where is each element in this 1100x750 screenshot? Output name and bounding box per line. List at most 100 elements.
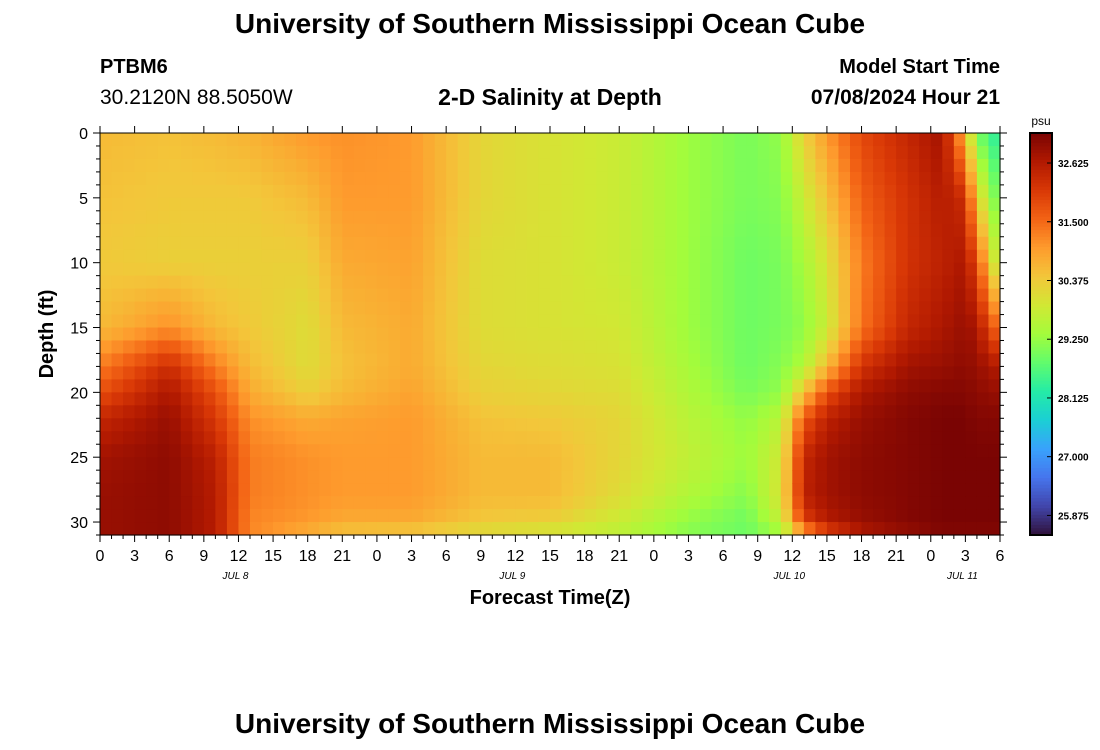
x-tick-label: 18	[853, 548, 871, 565]
heatmap-cell	[526, 509, 540, 523]
heatmap-cell	[550, 431, 563, 445]
heatmap-cell	[803, 288, 816, 303]
heatmap-cell	[653, 340, 666, 355]
heatmap-cell	[965, 145, 978, 160]
heatmap-cell	[965, 171, 978, 186]
heatmap-cell	[746, 366, 759, 380]
heatmap-cell	[550, 496, 563, 510]
heatmap-cell	[284, 236, 297, 251]
heatmap-cell	[619, 353, 632, 368]
heatmap-cell	[942, 184, 955, 199]
heatmap-cell	[930, 301, 943, 316]
heatmap-cell	[619, 496, 632, 510]
heatmap-cell	[953, 197, 966, 212]
heatmap-cell	[642, 457, 655, 471]
heatmap-cell	[619, 288, 632, 303]
heatmap-cell	[861, 223, 874, 238]
colorbar-segment	[1030, 464, 1052, 469]
heatmap-cell	[388, 444, 401, 458]
heatmap-cell	[930, 145, 943, 160]
heatmap-cell	[238, 418, 251, 432]
heatmap-cell	[400, 236, 413, 251]
heatmap-cell	[873, 275, 886, 290]
colorbar-segment	[1030, 488, 1052, 493]
heatmap-cell	[884, 340, 897, 355]
heatmap-cell	[238, 133, 251, 147]
heatmap-cell	[711, 145, 724, 160]
heatmap-cell	[826, 145, 840, 160]
x-tick-label: 0	[372, 548, 381, 565]
heatmap-cell	[838, 314, 851, 329]
heatmap-cell	[538, 379, 551, 393]
heatmap-cell	[307, 392, 320, 406]
heatmap-cell	[411, 340, 424, 355]
heatmap-cell	[469, 379, 482, 393]
heatmap-cell	[192, 418, 205, 432]
heatmap-cell	[203, 470, 216, 484]
heatmap-cell	[896, 145, 909, 160]
heatmap-cell	[607, 262, 620, 277]
heatmap-cell	[146, 483, 159, 497]
heatmap-cell	[561, 301, 574, 316]
heatmap-cell	[976, 392, 990, 406]
heatmap-cell	[665, 483, 678, 497]
heatmap-cell	[123, 158, 136, 173]
heatmap-cell	[503, 223, 516, 238]
heatmap-cell	[653, 418, 666, 432]
heatmap-cell	[261, 249, 274, 264]
heatmap-cell	[526, 184, 540, 199]
heatmap-cell	[596, 158, 609, 173]
heatmap-cell	[803, 405, 816, 419]
heatmap-cell	[907, 301, 920, 316]
heatmap-cell	[284, 133, 297, 147]
heatmap-cell	[803, 418, 816, 432]
heatmap-cell	[100, 197, 113, 212]
heatmap-cell	[884, 392, 897, 406]
heatmap-cell	[203, 509, 216, 523]
heatmap-cell	[953, 470, 966, 484]
heatmap-cell	[169, 340, 182, 355]
heatmap-cell	[238, 249, 251, 264]
heatmap-cell	[596, 145, 609, 160]
heatmap-cell	[296, 483, 309, 497]
heatmap-cell	[157, 470, 170, 484]
heatmap-cell	[180, 353, 193, 368]
heatmap-cell	[434, 145, 447, 160]
heatmap-cell	[226, 301, 240, 316]
heatmap-cell	[676, 275, 690, 290]
heatmap-cell	[573, 379, 586, 393]
x-tick-label: 6	[719, 548, 728, 565]
heatmap-cell	[665, 379, 678, 393]
heatmap-cell	[826, 522, 840, 536]
heatmap-cell	[538, 444, 551, 458]
colorbar-segment	[1030, 149, 1052, 154]
heatmap-cell	[942, 457, 955, 471]
heatmap-cell	[365, 366, 378, 380]
heatmap-cell	[203, 444, 216, 458]
heatmap-cell	[203, 353, 216, 368]
heatmap-cell	[607, 444, 620, 458]
heatmap-cell	[146, 431, 159, 445]
heatmap-cell	[203, 275, 216, 290]
heatmap-cell	[884, 184, 897, 199]
y-tick-label: 30	[70, 515, 88, 532]
x-tick-label: 15	[541, 548, 559, 565]
colorbar-segment	[1030, 260, 1052, 265]
heatmap-cell	[826, 262, 840, 277]
heatmap-cell	[503, 483, 516, 497]
heatmap-cell	[642, 379, 655, 393]
heatmap-cell	[930, 210, 943, 225]
heatmap-cell	[423, 496, 436, 510]
heatmap-cell	[100, 470, 113, 484]
heatmap-cell	[480, 133, 493, 147]
heatmap-cell	[319, 171, 332, 186]
heatmap-cell	[815, 184, 828, 199]
heatmap-cell	[411, 327, 424, 342]
heatmap-cell	[146, 158, 159, 173]
heatmap-cell	[526, 457, 540, 471]
heatmap-cell	[850, 444, 863, 458]
heatmap-cell	[584, 210, 597, 225]
heatmap-cell	[250, 262, 263, 277]
heatmap-cell	[976, 288, 990, 303]
heatmap-cell	[919, 470, 932, 484]
